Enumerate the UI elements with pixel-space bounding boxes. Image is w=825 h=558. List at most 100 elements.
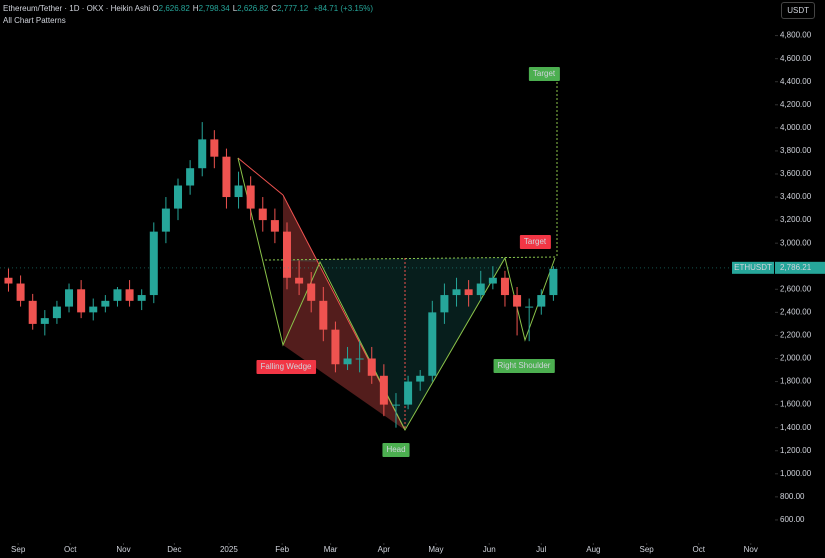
price-name: ETHUSDT bbox=[734, 263, 772, 272]
y-tick-label: 600.00 bbox=[780, 515, 805, 524]
y-tick-label: 800.00 bbox=[780, 492, 805, 501]
field-label: C bbox=[271, 4, 278, 13]
candle-body bbox=[319, 300, 328, 330]
field-value: 2,777.12 bbox=[277, 4, 309, 13]
x-tick-label: Jul bbox=[536, 545, 546, 554]
candle-body bbox=[125, 289, 134, 301]
candle-body bbox=[113, 289, 122, 301]
candle-body bbox=[476, 283, 485, 296]
x-tick-label: Aug bbox=[586, 545, 600, 554]
candle-body bbox=[77, 289, 86, 313]
candle-body bbox=[307, 283, 316, 301]
wedge-line bbox=[237, 157, 284, 196]
ohlc: O2,626.82 H2,798.34 L2,626.82 C2,777.12 bbox=[152, 4, 311, 13]
y-tick-label: 3,000.00 bbox=[780, 238, 812, 247]
candle-body bbox=[404, 381, 413, 405]
candle-body bbox=[149, 231, 158, 296]
price-value-tag bbox=[775, 261, 825, 274]
x-tick-label: 2025 bbox=[220, 545, 238, 554]
candle-body bbox=[16, 283, 25, 301]
x-tick-label: May bbox=[428, 545, 443, 554]
field-label: O bbox=[152, 4, 159, 13]
currency-button[interactable]: USDT bbox=[781, 2, 815, 19]
field-label: L bbox=[232, 4, 238, 13]
candle-body bbox=[452, 289, 461, 296]
y-tick-label: 4,000.00 bbox=[780, 123, 812, 132]
candle-body bbox=[440, 295, 449, 313]
candle-body bbox=[65, 289, 74, 307]
annotation: Head bbox=[386, 445, 405, 454]
candle-body bbox=[549, 268, 558, 296]
candle-body bbox=[258, 208, 267, 221]
y-tick-label: 1,800.00 bbox=[780, 377, 812, 386]
y-tick-label: 1,400.00 bbox=[780, 423, 812, 432]
y-tick-label: 4,200.00 bbox=[780, 100, 812, 109]
x-tick-label: Dec bbox=[167, 545, 181, 554]
annotation: Falling Wedge bbox=[261, 362, 313, 371]
symbol: Ethereum/Tether · 1D · OKX · Heikin Ashi bbox=[3, 4, 151, 13]
annotation-box bbox=[528, 67, 560, 81]
hs-fill bbox=[265, 257, 555, 430]
candle-body bbox=[391, 404, 400, 406]
y-tick-label: 3,400.00 bbox=[780, 192, 812, 201]
candle-body bbox=[186, 168, 195, 186]
candle-body bbox=[246, 185, 255, 209]
candle-body bbox=[355, 358, 364, 360]
annotation: Right Shoulder bbox=[498, 361, 551, 370]
candle-body bbox=[137, 295, 146, 301]
y-tick-label: 1,200.00 bbox=[780, 446, 812, 455]
candle-body bbox=[367, 358, 376, 376]
y-tick-label: 3,200.00 bbox=[780, 215, 812, 224]
y-tick-label: 2,600.00 bbox=[780, 284, 812, 293]
y-tick-label: 4,400.00 bbox=[780, 77, 812, 86]
field-label: H bbox=[192, 4, 199, 13]
candle-body bbox=[210, 139, 219, 157]
indicator: All Chart Patterns bbox=[3, 16, 66, 25]
candle-body bbox=[416, 375, 425, 382]
x-tick-label: Oct bbox=[692, 545, 705, 554]
price-tag bbox=[732, 261, 774, 274]
x-tick-label: Oct bbox=[64, 545, 77, 554]
annotation: Target bbox=[524, 237, 547, 246]
field-value: 2,626.82 bbox=[158, 4, 190, 13]
candle-body bbox=[28, 300, 37, 324]
candle-body bbox=[52, 306, 61, 319]
annotation-box bbox=[493, 359, 555, 373]
candle-body bbox=[295, 277, 304, 284]
y-tick-label: 3,600.00 bbox=[780, 169, 812, 178]
candle-body bbox=[488, 277, 497, 284]
y-tick-label: 3,800.00 bbox=[780, 146, 812, 155]
candle-body bbox=[331, 329, 340, 365]
candle-body bbox=[198, 139, 207, 169]
candle-body bbox=[525, 306, 534, 308]
candle-body bbox=[222, 156, 231, 198]
candle-body bbox=[101, 300, 110, 307]
y-tick-label: 2,000.00 bbox=[780, 354, 812, 363]
candle-body bbox=[270, 220, 279, 232]
candles bbox=[4, 122, 558, 428]
x-tick-label: Nov bbox=[116, 545, 130, 554]
candle-body bbox=[464, 289, 473, 296]
candle-body bbox=[161, 208, 170, 232]
y-tick-label: 4,800.00 bbox=[780, 31, 812, 40]
y-tick-label: 1,600.00 bbox=[780, 400, 812, 409]
x-tick-label: Feb bbox=[275, 545, 289, 554]
x-tick-label: Apr bbox=[378, 545, 391, 554]
candle-body bbox=[513, 295, 522, 307]
y-tick-label: 1,000.00 bbox=[780, 469, 812, 478]
header: Ethereum/Tether · 1D · OKX · Heikin Ashi… bbox=[3, 3, 376, 27]
y-tick-label: 4,600.00 bbox=[780, 54, 812, 63]
x-tick-label: Sep bbox=[640, 545, 655, 554]
candle-body bbox=[343, 358, 352, 365]
candle-body bbox=[4, 277, 13, 284]
candle-body bbox=[282, 231, 291, 278]
y-tick-label: 2,400.00 bbox=[780, 307, 812, 316]
x-tick-label: Mar bbox=[324, 545, 338, 554]
price-value: 2,786.21 bbox=[780, 263, 812, 272]
y-tick-label: 2,200.00 bbox=[780, 331, 812, 340]
field-value: 2,626.82 bbox=[237, 4, 269, 13]
annotation-box bbox=[382, 443, 410, 457]
candle-body bbox=[174, 185, 183, 209]
